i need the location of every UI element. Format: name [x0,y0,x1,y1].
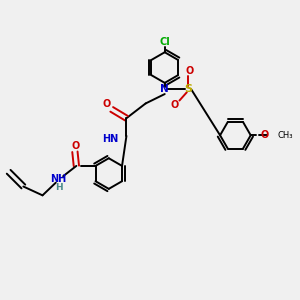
Text: H: H [55,183,62,192]
Text: S: S [184,84,192,94]
Text: HN: HN [102,134,118,144]
Text: O: O [170,100,178,110]
Text: NH: NH [51,174,67,184]
Text: O: O [102,99,110,109]
Text: O: O [186,66,194,76]
Text: O: O [261,130,269,140]
Text: O: O [72,141,80,151]
Text: N: N [160,84,169,94]
Text: Cl: Cl [159,37,170,47]
Text: CH₃: CH₃ [277,131,293,140]
